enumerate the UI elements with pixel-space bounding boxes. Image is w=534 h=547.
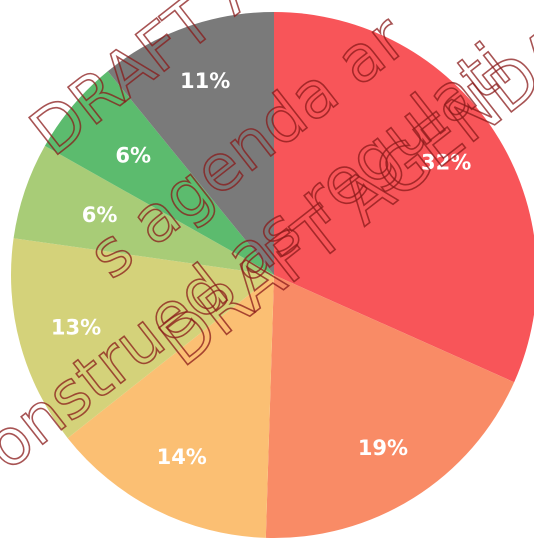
pie-slice — [67, 275, 275, 538]
value-label: 6% — [115, 143, 151, 167]
value-label: 14% — [157, 445, 207, 469]
value-label: 19% — [358, 436, 408, 460]
pie-slice — [44, 71, 274, 275]
pie-slice — [10, 238, 274, 439]
value-label: 11% — [180, 69, 230, 93]
value-label: 13% — [51, 316, 101, 340]
pie-slice — [107, 12, 274, 275]
value-label: 32% — [421, 150, 471, 174]
pie-slice — [274, 12, 534, 383]
pie-slice — [13, 145, 274, 275]
value-label: 6% — [82, 203, 118, 227]
pie-slice — [265, 275, 515, 539]
